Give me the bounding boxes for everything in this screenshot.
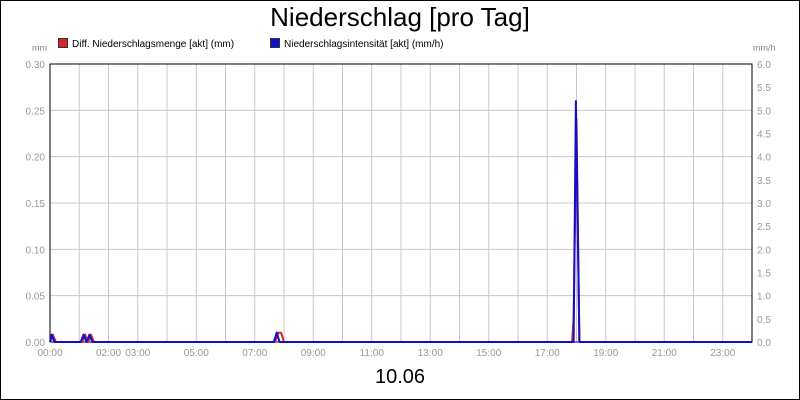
y-left-tick-label: 0.25 xyxy=(26,106,46,117)
y-right-tick-label: 5.0 xyxy=(757,106,771,117)
x-tick-label: 03:00 xyxy=(125,348,150,359)
y-right-tick-label: 0.0 xyxy=(757,338,771,349)
y-left-tick-label: 0.15 xyxy=(26,199,46,210)
y-left-tick-label: 0.30 xyxy=(26,60,46,71)
x-tick-label: 13:00 xyxy=(418,348,443,359)
legend-swatch-red xyxy=(58,38,68,48)
x-tick-label: 23:00 xyxy=(710,348,735,359)
legend-label: Diff. Niederschlagsmenge [akt] (mm) xyxy=(72,39,235,50)
legend-item-precip-amount: Diff. Niederschlagsmenge [akt] (mm) xyxy=(58,38,234,50)
y-right-tick-label: 4.5 xyxy=(757,130,771,141)
legend-item-precip-intensity: Niederschlagsintensität [akt] (mm/h) xyxy=(270,38,444,50)
left-axis-unit: mm xyxy=(32,43,47,53)
right-axis-unit: mm/h xyxy=(753,43,776,53)
x-tick-label: 05:00 xyxy=(184,348,209,359)
x-axis-label: 10.06 xyxy=(374,366,426,388)
y-right-tick-label: 5.5 xyxy=(757,83,771,94)
legend-label: Niederschlagsintensität [akt] (mm/h) xyxy=(284,39,444,50)
y-left-tick-label: 0.20 xyxy=(26,153,46,164)
x-tick-label: 17:00 xyxy=(535,348,560,359)
y-right-tick-label: 2.0 xyxy=(757,245,771,256)
y-right-tick-label: 0.5 xyxy=(757,315,771,326)
y-left-tick-label: 0.05 xyxy=(26,292,46,303)
chart-title: Niederschlag [pro Tag] xyxy=(270,2,530,32)
y-right-tick-label: 3.0 xyxy=(757,199,771,210)
y-right-tick-label: 3.5 xyxy=(757,176,771,187)
y-right-tick-label: 1.0 xyxy=(757,292,771,303)
y-right-tick-label: 4.0 xyxy=(757,153,771,164)
x-tick-label: 02:00 xyxy=(96,348,121,359)
x-tick-label: 19:00 xyxy=(593,348,618,359)
y-right-tick-label: 1.5 xyxy=(757,269,771,280)
y-right-tick-label: 2.5 xyxy=(757,222,771,233)
y-left-tick-label: 0.00 xyxy=(26,338,46,349)
x-tick-label: 07:00 xyxy=(242,348,267,359)
y-left-tick-label: 0.10 xyxy=(26,245,46,256)
x-tick-label: 21:00 xyxy=(652,348,677,359)
legend-swatch-blue xyxy=(270,38,280,48)
x-tick-label: 09:00 xyxy=(301,348,326,359)
x-tick-label: 00:00 xyxy=(37,348,62,359)
x-tick-label: 15:00 xyxy=(476,348,501,359)
y-right-tick-label: 6.0 xyxy=(757,60,771,71)
x-tick-label: 11:00 xyxy=(360,348,385,359)
series-line-precip-intensity xyxy=(49,100,752,343)
